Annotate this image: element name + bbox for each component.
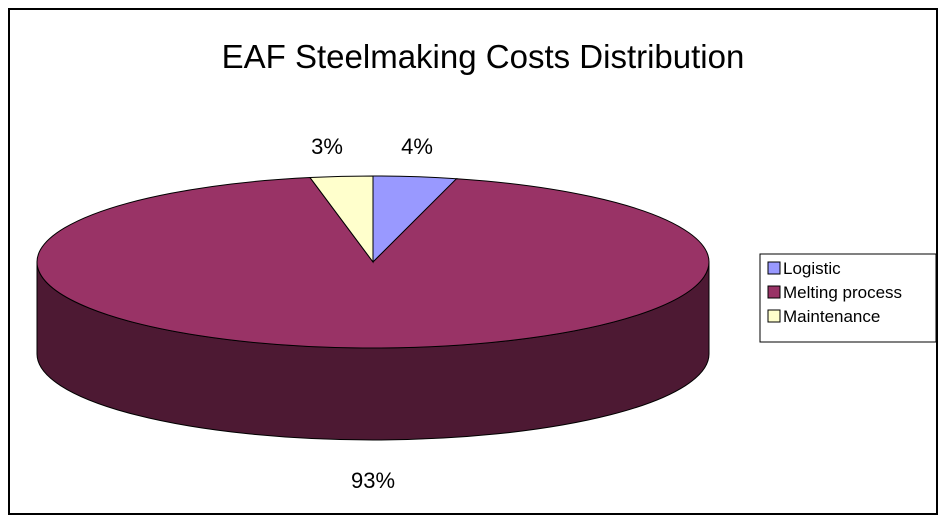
legend-swatch-maintenance xyxy=(767,309,781,323)
pie-group xyxy=(36,175,710,441)
data-labels: 4% 93% 3% xyxy=(311,134,433,493)
pie-slice-maintenance xyxy=(309,175,374,264)
legend-items: Logistic Melting process Maintenance xyxy=(767,259,902,326)
legend-label-logistic: Logistic xyxy=(783,259,841,278)
data-label-melting-process: 93% xyxy=(351,468,395,493)
chart-title: EAF Steelmaking Costs Distribution xyxy=(222,38,745,75)
legend-label-maintenance: Maintenance xyxy=(783,307,880,326)
legend-label-melting-process: Melting process xyxy=(783,283,902,302)
pie-chart: EAF Steelmaking Costs Distribution 4% 93%… xyxy=(36,38,937,493)
data-label-maintenance: 3% xyxy=(311,134,343,159)
legend: Logistic Melting process Maintenance xyxy=(759,253,937,343)
data-label-logistic: 4% xyxy=(401,134,433,159)
legend-swatch-melting-process xyxy=(767,285,781,299)
legend-swatch-logistic xyxy=(767,261,781,275)
chart-frame: EAF Steelmaking Costs Distribution 4% 93%… xyxy=(8,8,938,515)
